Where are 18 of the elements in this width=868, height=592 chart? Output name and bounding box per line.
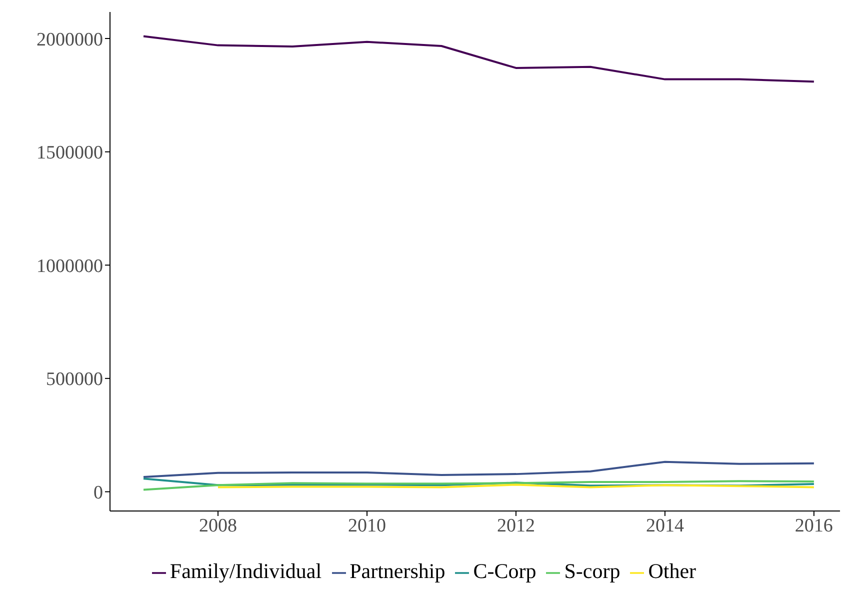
legend-label: Partnership <box>350 559 446 583</box>
x-tick-label: 2010 <box>348 515 386 536</box>
y-tick-label: 1000000 <box>36 256 103 277</box>
x-tick-label: 2014 <box>646 515 684 536</box>
y-tick-label: 500000 <box>46 369 103 390</box>
y-tick-label: 1500000 <box>36 142 103 164</box>
line-series <box>142 460 815 478</box>
legend-label: C-Corp <box>473 559 536 583</box>
x-tick-label: 2012 <box>496 515 535 536</box>
x-tick-label: 2008 <box>199 515 238 536</box>
line-series <box>142 35 815 83</box>
y-tick-label: 2000000 <box>36 29 103 50</box>
y-tick-label: 0 <box>94 482 103 504</box>
legend-label: S-corp <box>564 559 620 583</box>
legend-label: Other <box>648 559 696 583</box>
legend-label: Family/Individual <box>170 559 322 583</box>
x-tick-label: 2016 <box>794 515 833 536</box>
line-series <box>142 480 815 491</box>
